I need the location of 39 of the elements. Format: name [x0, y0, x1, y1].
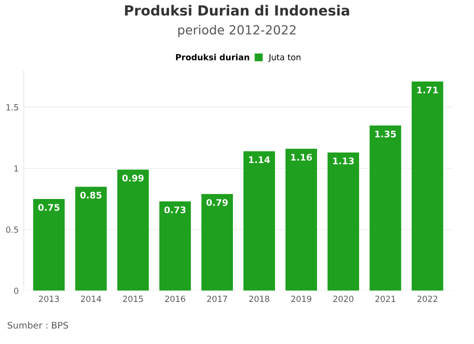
x-tick-label: 2015 — [123, 296, 143, 302]
text: Sumber : BPS — [8, 322, 68, 329]
chart-title: Produksi Durian di Indonesia — [125, 4, 350, 16]
bar — [159, 201, 191, 291]
data-label: 0.73 — [164, 206, 186, 214]
bar — [75, 186, 107, 291]
bar — [201, 194, 233, 291]
x-tick-label: 2022 — [417, 296, 438, 302]
bar — [286, 148, 318, 291]
x-tick-label: 2016 — [165, 296, 186, 302]
x-tick-label: 2017 — [207, 296, 228, 302]
y-tick-label: 1.5 — [6, 104, 18, 110]
data-label: 0.99 — [122, 174, 144, 182]
x-tick-label: 2018 — [249, 296, 270, 302]
bar — [33, 198, 65, 291]
data-label: 0.75 — [38, 204, 60, 211]
y-tick-label: 0.5 — [6, 226, 18, 233]
legend-title: Produksi durian — [176, 54, 250, 60]
data-label: 1.71 — [417, 86, 438, 94]
bar — [117, 170, 149, 291]
x-tick-label: 2014 — [80, 296, 102, 302]
bar — [412, 82, 444, 291]
chart-subtitle: periode 2012-2022 — [178, 24, 296, 37]
data-label: 1.13 — [333, 158, 354, 164]
bar — [243, 151, 275, 291]
data-label: 1.14 — [249, 156, 270, 163]
data-label: 0.79 — [206, 199, 228, 206]
data-label: 1.35 — [375, 130, 396, 138]
y-tick-label: 0 — [14, 288, 18, 294]
bar — [328, 152, 360, 291]
data-label: 0.85 — [80, 192, 102, 199]
x-tick-label: 2019 — [291, 296, 312, 302]
x-tick-label: 2020 — [333, 296, 354, 302]
x-tick-label: 2021 — [375, 296, 396, 302]
bar — [370, 126, 402, 291]
legend-label: Juta ton — [268, 54, 300, 62]
x-tick-label: 2013 — [38, 296, 59, 302]
data-label: 1.16 — [291, 154, 312, 161]
y-tick-label: 1 — [14, 165, 18, 172]
